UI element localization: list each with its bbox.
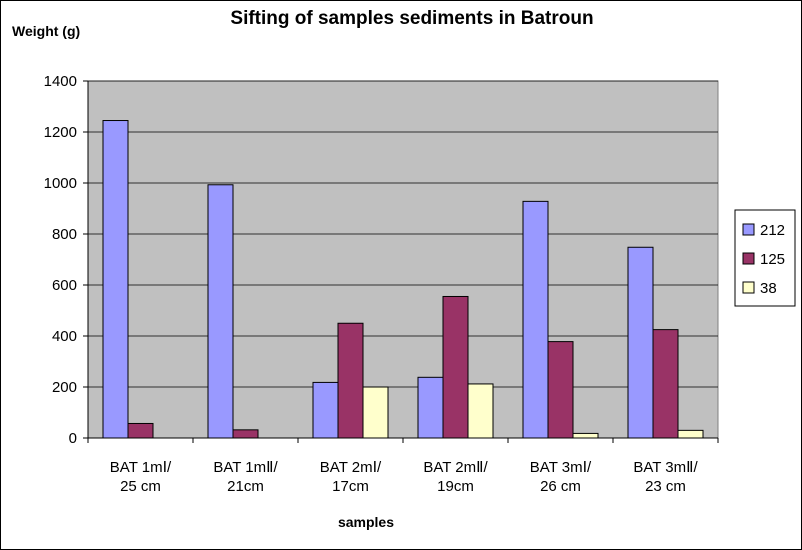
bar-212 xyxy=(312,381,339,439)
y-axis-label: Weight (g) xyxy=(12,23,80,39)
y-tick-label: 0 xyxy=(69,430,77,447)
legend-swatch-125 xyxy=(742,252,755,265)
bar-212 xyxy=(207,184,234,439)
legend-swatch-38 xyxy=(742,281,755,294)
x-category-label: 21cm xyxy=(227,478,264,495)
x-category-label: BAT 2mⅡ/ xyxy=(423,459,488,476)
x-category-label: 26 cm xyxy=(540,478,581,495)
y-tick-label: 1200 xyxy=(44,124,77,141)
bar-125 xyxy=(442,295,469,439)
y-tick-label: 1400 xyxy=(44,73,77,90)
bar-212 xyxy=(627,246,654,439)
bar-38 xyxy=(677,429,704,439)
bar-212 xyxy=(417,376,444,439)
x-category-label: 17cm xyxy=(332,478,369,495)
legend-label-125: 125 xyxy=(760,251,785,268)
bar-38 xyxy=(467,383,494,439)
x-category-label: 19cm xyxy=(437,478,474,495)
x-category-label: BAT 2mⅠ/ xyxy=(320,459,382,476)
x-category-label: 25 cm xyxy=(120,478,161,495)
y-tick-label: 1000 xyxy=(44,175,77,192)
chart-title: Sifting of samples sediments in Batroun xyxy=(230,8,593,29)
x-category-label: BAT 3mⅡ/ xyxy=(633,459,698,476)
bar-125 xyxy=(232,429,259,439)
plot-background xyxy=(87,80,719,439)
legend-label-38: 38 xyxy=(760,280,777,297)
bar-38 xyxy=(362,386,389,439)
bar-125 xyxy=(127,422,154,439)
y-tick-label: 400 xyxy=(52,328,77,345)
x-axis-label: samples xyxy=(338,514,394,530)
y-tick-label: 800 xyxy=(52,226,77,243)
bar-125 xyxy=(547,341,574,439)
bar-212 xyxy=(522,200,549,439)
x-category-label: BAT 3mⅠ/ xyxy=(530,459,592,476)
legend-label-212: 212 xyxy=(760,222,785,239)
bar-125 xyxy=(337,322,364,439)
x-category-label: BAT 1mⅡ/ xyxy=(213,459,278,476)
y-tick-label: 200 xyxy=(52,379,77,396)
x-category-label: 23 cm xyxy=(645,478,686,495)
legend: 212 125 38 xyxy=(734,209,796,307)
legend-swatch-212 xyxy=(742,223,755,236)
y-tick-label: 600 xyxy=(52,277,77,294)
plot-area: 0 200 400 600 800 1000 1200 1400 BAT 1mⅠ/25 cm BA… xyxy=(44,73,719,495)
bar-212 xyxy=(102,120,129,439)
x-category-label: BAT 1mⅠ/ xyxy=(110,459,172,476)
bar-125 xyxy=(652,329,679,439)
bar-38 xyxy=(572,432,599,439)
